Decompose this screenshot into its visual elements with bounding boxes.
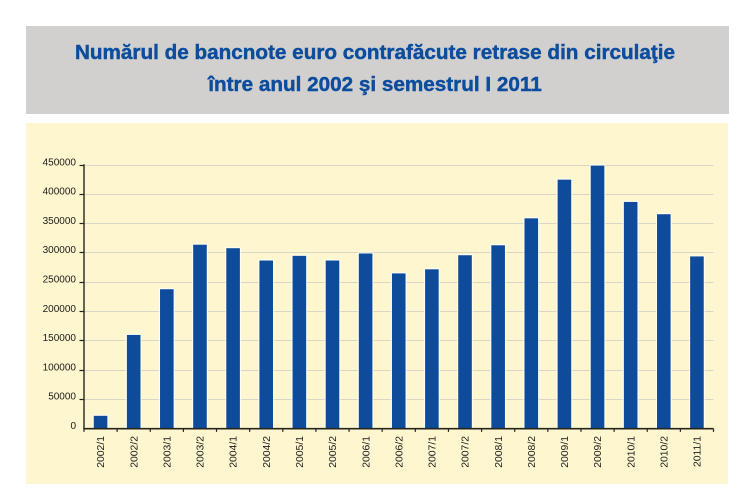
svg-text:2007/1: 2007/1 bbox=[428, 436, 439, 468]
svg-text:50000: 50000 bbox=[48, 392, 76, 403]
svg-text:300000: 300000 bbox=[43, 245, 77, 256]
svg-text:250000: 250000 bbox=[43, 275, 77, 286]
svg-text:400000: 400000 bbox=[43, 187, 77, 198]
svg-text:350000: 350000 bbox=[43, 216, 77, 227]
svg-text:0: 0 bbox=[70, 421, 76, 432]
svg-text:2005/2: 2005/2 bbox=[328, 436, 339, 468]
svg-text:2011/1: 2011/1 bbox=[693, 436, 704, 467]
svg-text:450000: 450000 bbox=[43, 157, 77, 168]
svg-text:2006/2: 2006/2 bbox=[394, 436, 405, 468]
svg-text:2008/2: 2008/2 bbox=[527, 436, 538, 468]
svg-text:150000: 150000 bbox=[43, 333, 77, 344]
svg-text:2010/1: 2010/1 bbox=[626, 436, 637, 468]
svg-text:2003/2: 2003/2 bbox=[196, 436, 207, 468]
svg-text:200000: 200000 bbox=[43, 304, 77, 315]
svg-text:2002/1: 2002/1 bbox=[96, 436, 107, 468]
svg-text:2008/1: 2008/1 bbox=[494, 436, 505, 468]
svg-text:2010/2: 2010/2 bbox=[659, 436, 670, 468]
svg-text:2004/2: 2004/2 bbox=[262, 436, 273, 468]
svg-text:2005/1: 2005/1 bbox=[295, 436, 306, 468]
svg-text:2009/1: 2009/1 bbox=[560, 436, 571, 468]
svg-text:100000: 100000 bbox=[43, 362, 77, 373]
svg-text:2002/2: 2002/2 bbox=[129, 436, 140, 468]
svg-text:2003/1: 2003/1 bbox=[162, 436, 173, 468]
svg-text:2006/1: 2006/1 bbox=[361, 436, 372, 468]
svg-text:2004/1: 2004/1 bbox=[229, 436, 240, 468]
svg-text:2009/2: 2009/2 bbox=[593, 436, 604, 468]
svg-text:2007/2: 2007/2 bbox=[461, 436, 472, 468]
